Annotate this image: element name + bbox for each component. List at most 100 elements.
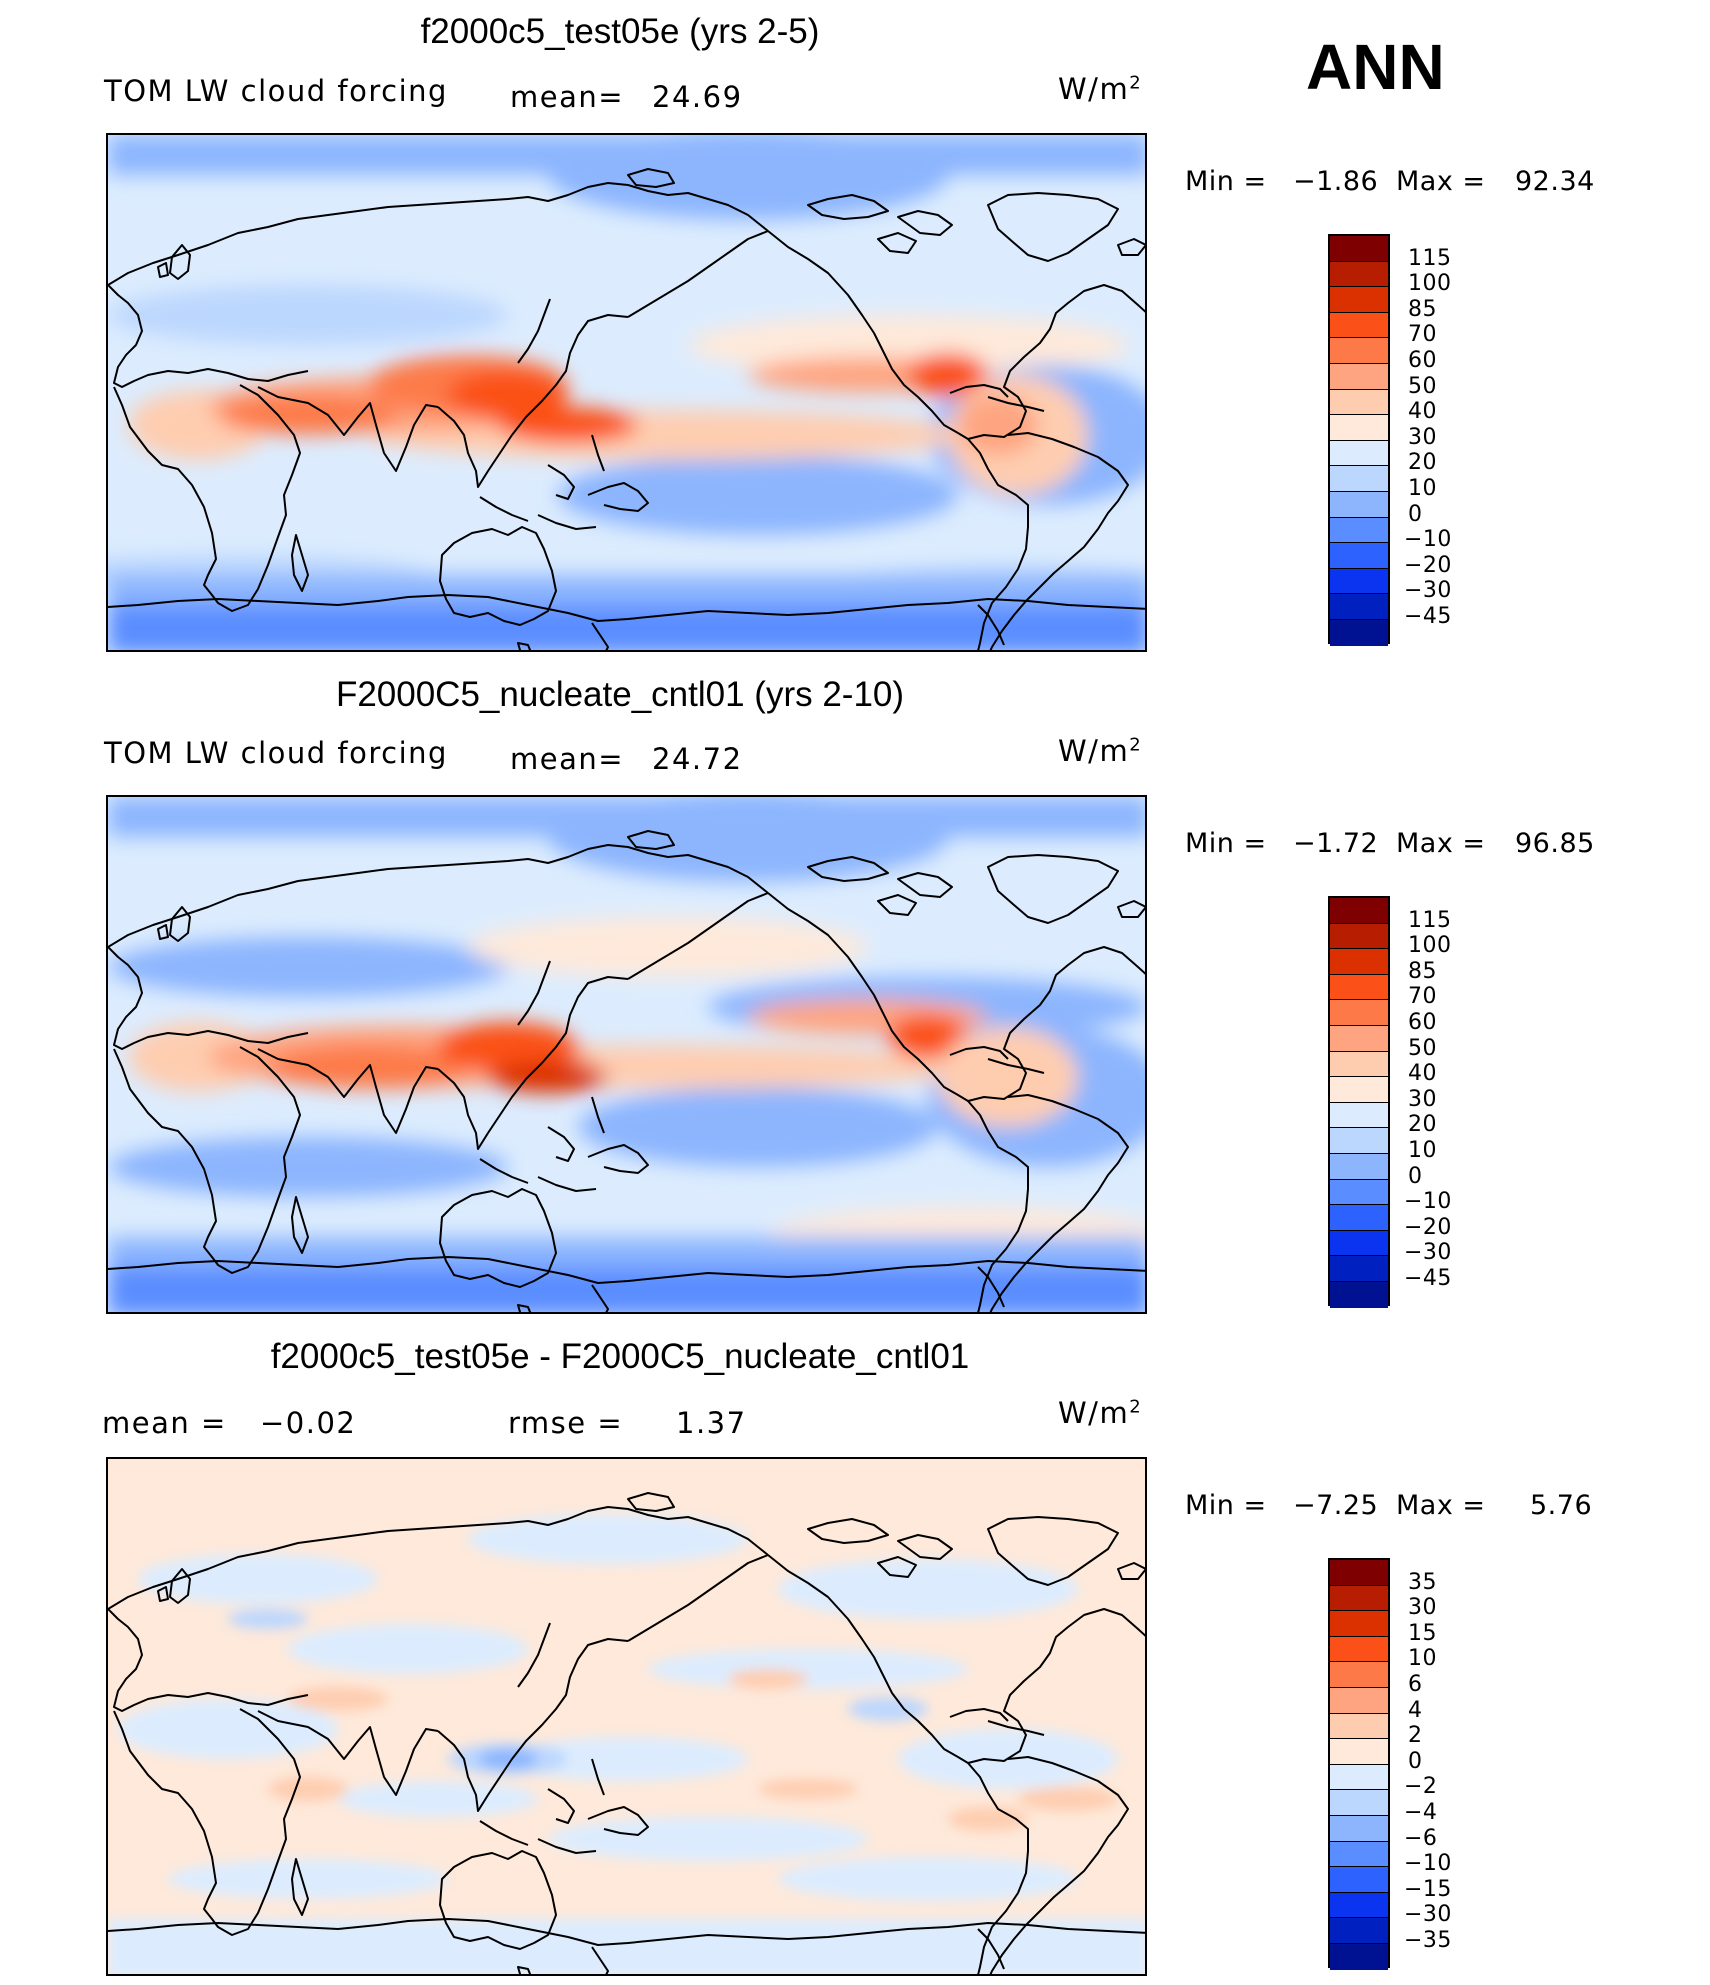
panel1-min-value: −1.86 xyxy=(1293,166,1379,197)
panel2-units: W/m2 xyxy=(1058,734,1142,768)
colorbar-swatch xyxy=(1330,1051,1388,1078)
colorbar-swatch xyxy=(1330,236,1388,262)
panel2-max-label: Max = xyxy=(1396,828,1486,859)
colorbar-swatch xyxy=(1330,389,1388,416)
colorbar-tick-label: 4 xyxy=(1408,1697,1423,1723)
colorbar-swatch xyxy=(1330,898,1388,924)
colorbar-tick-label: 115 xyxy=(1408,907,1452,933)
panel2-variable-label: TOM LW cloud forcing xyxy=(104,736,448,770)
panel3-map xyxy=(106,1457,1147,1976)
panel2-map-svg xyxy=(108,797,1145,1312)
panel3-mean-label: mean = xyxy=(102,1406,227,1440)
panel1-units-base: W/m xyxy=(1058,72,1130,106)
panel2-units-exp: 2 xyxy=(1129,734,1143,756)
colorbar-tick-label: 50 xyxy=(1408,1035,1437,1061)
colorbar-tick-label: −10 xyxy=(1404,1189,1452,1215)
colorbar-tick-label: −35 xyxy=(1404,1928,1452,1953)
colorbar-swatch xyxy=(1330,1815,1388,1842)
colorbar-swatch xyxy=(1330,312,1388,339)
panel2-min-label: Min = xyxy=(1185,828,1267,859)
panel3-min-label: Min = xyxy=(1185,1490,1267,1521)
colorbar-tick-label: 6 xyxy=(1408,1672,1423,1697)
panel1-colorbar xyxy=(1328,234,1390,646)
panel3-min-value: −7.25 xyxy=(1293,1490,1379,1521)
colorbar-tick-label: 20 xyxy=(1408,1112,1437,1138)
colorbar-swatch xyxy=(1330,1077,1388,1103)
colorbar-swatch xyxy=(1330,1867,1388,1893)
colorbar-swatch xyxy=(1330,517,1388,544)
colorbar-swatch xyxy=(1330,923,1388,950)
colorbar-tick-label: 35 xyxy=(1408,1569,1437,1595)
colorbar-tick-label: 20 xyxy=(1408,450,1437,476)
panel3-max-value: 5.76 xyxy=(1530,1490,1593,1521)
panel2-min-value: −1.72 xyxy=(1293,828,1379,859)
colorbar-tick-label: 10 xyxy=(1408,476,1437,501)
colorbar-swatch xyxy=(1330,415,1388,441)
panel1-max-value: 92.34 xyxy=(1515,166,1595,197)
colorbar-swatch xyxy=(1330,1179,1388,1206)
panel3-map-svg xyxy=(108,1459,1145,1974)
colorbar-tick-label: 85 xyxy=(1408,958,1437,984)
panel2-max-value: 96.85 xyxy=(1515,828,1595,859)
colorbar-tick-label: −6 xyxy=(1404,1825,1438,1851)
colorbar-tick-label: 85 xyxy=(1408,296,1437,322)
colorbar-tick-label: 30 xyxy=(1408,424,1437,450)
panel2-units-base: W/m xyxy=(1058,734,1130,768)
panel1-variable-label: TOM LW cloud forcing xyxy=(104,74,448,108)
colorbar-tick-label: 50 xyxy=(1408,373,1437,399)
panel3-rmse-value: 1.37 xyxy=(676,1406,747,1440)
panel1-mean-label: mean= xyxy=(510,80,625,114)
colorbar-swatch xyxy=(1330,594,1388,620)
colorbar-swatch xyxy=(1330,1611,1388,1637)
panel1-units: W/m2 xyxy=(1058,72,1142,106)
colorbar-tick-label: 15 xyxy=(1408,1620,1437,1646)
colorbar-tick-label: 70 xyxy=(1408,322,1437,348)
colorbar-swatch xyxy=(1330,1205,1388,1231)
colorbar-tick-label: −15 xyxy=(1404,1876,1452,1902)
colorbar-swatch xyxy=(1330,1000,1388,1026)
colorbar-swatch xyxy=(1330,1943,1388,1970)
colorbar-swatch xyxy=(1330,1025,1388,1052)
colorbar-swatch xyxy=(1330,1713,1388,1740)
panel1-map xyxy=(106,133,1147,652)
colorbar-swatch xyxy=(1330,543,1388,569)
colorbar-tick-label: 2 xyxy=(1408,1723,1423,1749)
panel3-rmse-label: rmse = xyxy=(508,1406,624,1440)
colorbar-swatch xyxy=(1330,1636,1388,1663)
panel2-field xyxy=(108,797,1145,1312)
colorbar-tick-label: −30 xyxy=(1404,1902,1452,1928)
colorbar-swatch xyxy=(1330,466,1388,492)
colorbar-swatch xyxy=(1330,1153,1388,1180)
colorbar-tick-label: −20 xyxy=(1404,552,1452,578)
season-label: ANN xyxy=(1306,31,1445,103)
panel1-min-label: Min = xyxy=(1185,166,1267,197)
colorbar-tick-label: 115 xyxy=(1408,245,1452,271)
plot-title-3: f2000c5_test05e - F2000C5_nucleate_cntl0… xyxy=(270,1337,970,1376)
colorbar-tick-label: 70 xyxy=(1408,984,1437,1010)
colorbar-tick-label: 60 xyxy=(1408,348,1437,373)
colorbar-tick-label: −45 xyxy=(1404,1266,1452,1291)
colorbar-tick-label: −2 xyxy=(1404,1774,1438,1800)
panel1-units-exp: 2 xyxy=(1129,72,1143,94)
panel3-units-exp: 2 xyxy=(1129,1396,1143,1418)
colorbar-swatch xyxy=(1330,568,1388,595)
colorbar-tick-label: −10 xyxy=(1404,1851,1452,1877)
plot-title-1: f2000c5_test05e (yrs 2-5) xyxy=(420,12,820,51)
colorbar-tick-label: 10 xyxy=(1408,1646,1437,1672)
colorbar-swatch xyxy=(1330,1102,1388,1129)
colorbar-swatch xyxy=(1330,491,1388,518)
colorbar-swatch xyxy=(1330,287,1388,313)
panel2-mean-value: 24.72 xyxy=(652,742,743,776)
colorbar-tick-label: 0 xyxy=(1408,1748,1423,1774)
colorbar-swatch xyxy=(1330,338,1388,364)
panel3-units: W/m2 xyxy=(1058,1396,1142,1430)
colorbar-tick-label: −30 xyxy=(1404,578,1452,604)
colorbar-tick-label: 0 xyxy=(1408,1163,1423,1189)
colorbar-swatch xyxy=(1330,261,1388,288)
colorbar-tick-label: −45 xyxy=(1404,604,1452,629)
colorbar-swatch xyxy=(1330,1892,1388,1919)
colorbar-tick-label: 30 xyxy=(1408,1086,1437,1112)
panel3-mean-value: −0.02 xyxy=(260,1406,357,1440)
colorbar-tick-label: 100 xyxy=(1408,271,1452,297)
colorbar-tick-label: 60 xyxy=(1408,1010,1437,1035)
